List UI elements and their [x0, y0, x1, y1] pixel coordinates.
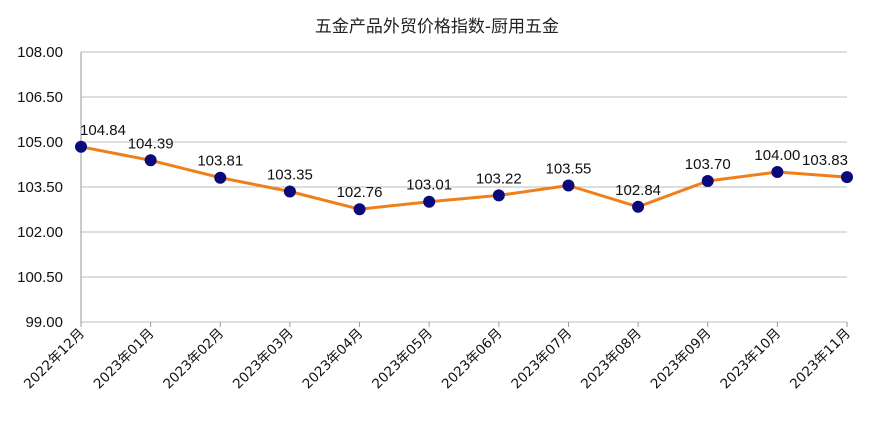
series-line: [80, 145, 848, 211]
x-tick-label: 2023年05月: [369, 326, 436, 393]
y-tick-label: 105.00: [17, 134, 63, 151]
data-point: [75, 140, 87, 153]
x-tick-label: 2023年08月: [578, 326, 645, 393]
x-tick-label: 2023年03月: [230, 326, 297, 393]
data-point: [214, 171, 227, 184]
x-tick-label: 2023年02月: [160, 326, 227, 393]
data-label: 103.22: [476, 170, 522, 187]
data-label: 103.01: [406, 177, 452, 194]
x-tick-label: 2023年10月: [717, 326, 784, 393]
data-point: [353, 203, 366, 216]
data-label: 103.35: [267, 167, 313, 184]
data-label: 103.83: [802, 152, 848, 169]
x-tick-label: 2023年09月: [648, 326, 715, 393]
y-axis: 108.00 106.50 105.00 103.50 102.00 100.50 99.0…: [17, 44, 82, 331]
y-tick-label: 106.50: [17, 89, 63, 106]
x-tick-label: 2023年06月: [439, 326, 506, 393]
data-label: 103.81: [197, 153, 243, 170]
y-tick-label: 108.00: [17, 44, 63, 61]
data-point: [841, 171, 853, 184]
data-point: [701, 175, 714, 187]
data-point: [771, 166, 784, 178]
chart-title: 五金产品外贸价格指数-厨用五金: [315, 17, 559, 37]
y-tick-label: 102.00: [17, 224, 63, 241]
data-label: 104.39: [128, 135, 174, 152]
data-point: [492, 189, 505, 202]
series-polyline: [80, 145, 848, 211]
x-tick-label: 2023年07月: [508, 326, 575, 393]
data-point: [144, 154, 157, 167]
data-point: [423, 195, 436, 208]
data-markers: [75, 140, 853, 216]
data-label: 104.00: [754, 147, 800, 164]
data-point: [562, 179, 575, 192]
x-tick-label: 2022年12月: [21, 326, 88, 393]
data-point: [632, 200, 645, 213]
x-tick-label: 2023年11月: [787, 326, 854, 393]
y-tick-label: 99.00: [25, 314, 63, 331]
data-label: 102.76: [337, 184, 383, 201]
y-tick-label: 100.50: [17, 269, 63, 286]
data-label: 103.70: [685, 156, 731, 173]
data-label: 104.84: [80, 122, 126, 139]
y-tick-label: 103.50: [17, 179, 63, 196]
data-label: 102.84: [615, 182, 661, 199]
data-label: 103.55: [546, 161, 592, 178]
x-tick-label: 2023年04月: [300, 326, 367, 393]
data-point: [283, 185, 296, 198]
x-axis: 2022年12月 2023年01月 2023年02月 2023年03月 2023年04月…: [21, 322, 854, 392]
grid-lines: [81, 51, 847, 323]
x-tick-label: 2023年01月: [91, 326, 158, 393]
